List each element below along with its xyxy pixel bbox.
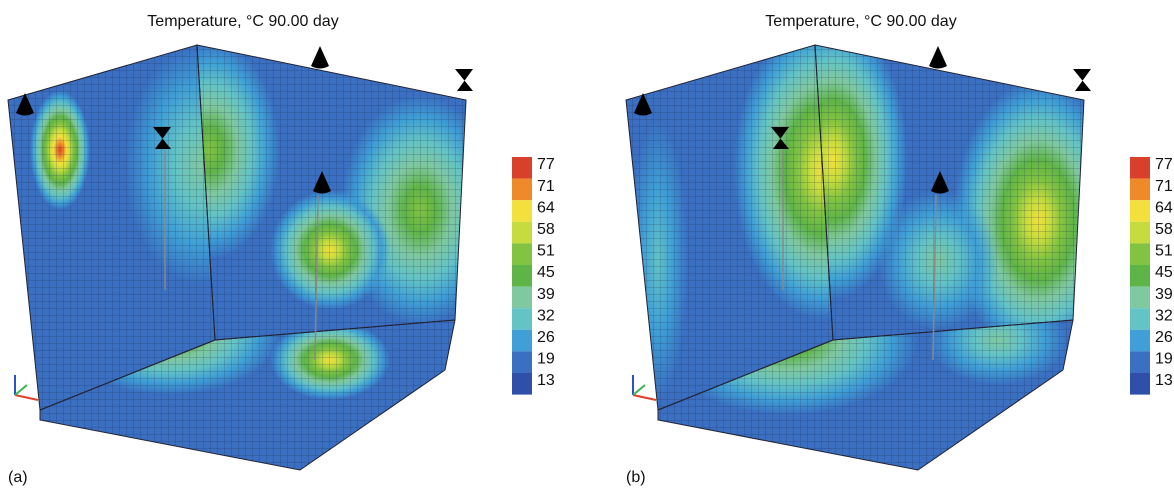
colorbar-label: 13 [1155,372,1173,389]
panel-label: (b) [626,469,646,486]
mesh-grid [196,44,467,341]
colorbar-label: 32 [537,307,555,324]
colorbar-label: 45 [537,264,555,281]
panel-title: Temperature, °C 90.00 day [765,13,956,30]
colorbar-swatch [512,265,532,287]
axis-triad [14,394,39,401]
colorbar-label: 71 [537,178,555,195]
axis-triad [632,394,657,401]
colorbar-label: 26 [1155,329,1173,346]
mesh-grid [39,319,456,471]
colorbar-label: 45 [1155,264,1173,281]
colorbar-label: 77 [537,156,555,173]
colorbar-swatch [512,373,532,395]
colorbar-label: 39 [1155,286,1173,303]
colorbar-label: 39 [537,286,555,303]
colorbar-swatch [512,178,532,201]
colorbar-swatch [512,308,532,330]
probe [314,194,319,361]
colorbar-swatch [1130,243,1150,265]
panel: Temperature, °C 90.00 day 77 71 64 58 51 45 39 3… [7,13,555,486]
panel-title: Temperature, °C 90.00 day [147,13,338,30]
colorbar-swatch [1130,157,1150,179]
colorbar-label: 58 [1155,221,1173,238]
colorbar-swatch [1130,329,1150,352]
sensor-marker [931,171,949,194]
colorbar-label: 19 [537,351,555,368]
colorbar-swatch [1130,286,1150,309]
colorbar-swatch [512,329,532,352]
mesh-grid [814,44,1085,341]
colorbar-swatch [1130,373,1150,395]
axis-triad [632,384,646,396]
panel-label: (a) [8,469,28,486]
sensor-marker [153,127,171,149]
colorbar-swatch [1130,351,1150,373]
colorbar-swatch [512,351,532,373]
colorbar-label: 64 [537,199,555,216]
mesh-grid [657,319,1074,471]
colorbar-swatch [1130,178,1150,201]
colorbar-label: 26 [537,329,555,346]
axis-triad [14,384,28,396]
sensor-marker [771,127,789,149]
sensor-marker [311,46,329,69]
colorbar-swatch [1130,265,1150,287]
colorbar-swatch [1130,221,1150,244]
colorbar-swatch [512,200,532,222]
colorbar-label: 32 [1155,307,1173,324]
colorbar-label: 51 [1155,243,1173,260]
colorbar-swatch [512,157,532,179]
panel: Temperature, °C 90.00 day 77 71 64 58 51 45 39 3… [625,13,1173,486]
colorbar-label: 77 [1155,156,1173,173]
sensor-marker [16,93,34,116]
colorbar-label: 13 [537,372,555,389]
probe [932,194,937,361]
colorbar-swatch [512,286,532,309]
colorbar-label: 71 [1155,178,1173,195]
colorbar-swatch [1130,308,1150,330]
colorbar-label: 51 [537,243,555,260]
sensor-marker [313,171,331,194]
colorbar-label: 64 [1155,199,1173,216]
colorbar-swatch [1130,200,1150,222]
colorbar-label: 19 [1155,351,1173,368]
colorbar-swatch [512,243,532,265]
sensor-marker [634,93,652,116]
sensor-marker [1073,69,1091,91]
sensor-marker [455,69,473,91]
colorbar-swatch [512,221,532,244]
sensor-marker [929,46,947,69]
colorbar-label: 58 [537,221,555,238]
